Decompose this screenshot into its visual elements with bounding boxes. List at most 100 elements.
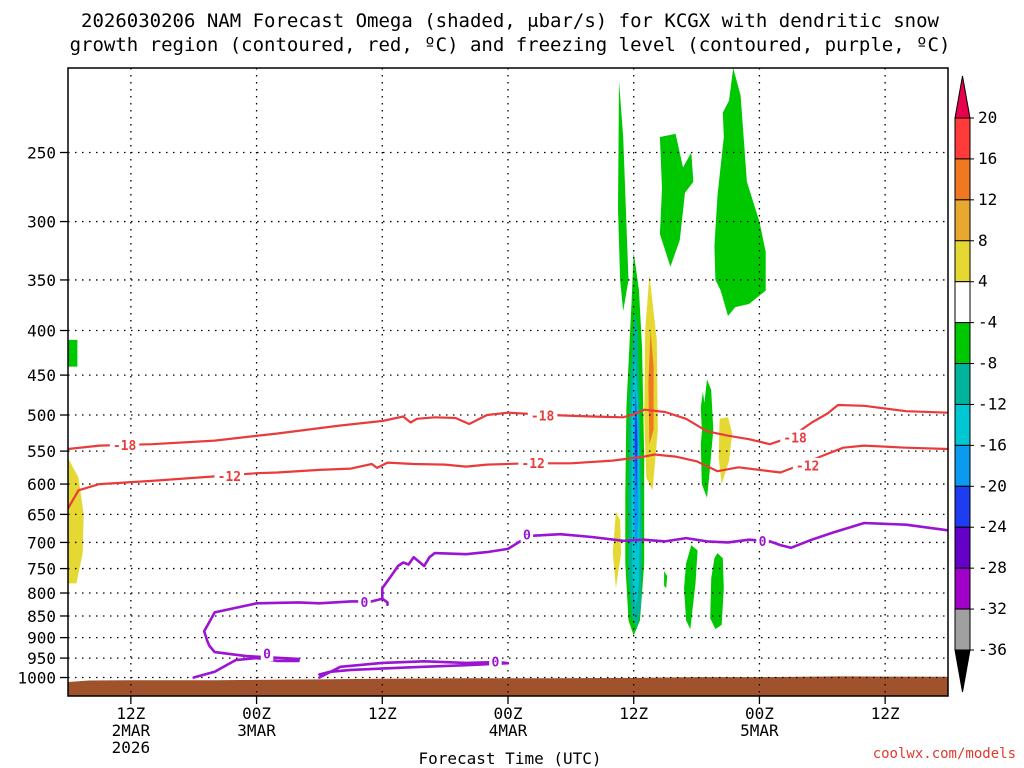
omega-shade-region-15 — [718, 417, 733, 485]
plot-frame — [67, 67, 949, 697]
contour-label-red-12c: -12 — [796, 459, 819, 474]
omega-shade-region-9 — [68, 457, 84, 584]
colorbar-label-0: 20 — [978, 108, 997, 127]
y-tick-label-750: 750 — [27, 560, 56, 579]
contour-red-minus12 — [68, 444, 948, 510]
contour-label-purple-0e: 0 — [759, 535, 767, 550]
x-tick-label-12-2: 2026 — [112, 738, 151, 757]
contour-label-purple-0d-bg — [489, 654, 502, 670]
contour-label-red-18c-bg — [780, 429, 810, 445]
contour-label-purple-0c: 0 — [263, 648, 271, 663]
chart-title-line1: 2026030206 NAM Forecast Omega (shaded, μ… — [81, 10, 939, 32]
y-tick-label-550: 550 — [27, 442, 56, 461]
gridlines — [68, 68, 948, 696]
omega-shade-region-8 — [612, 511, 622, 589]
colorbar-label-12: -32 — [978, 599, 1007, 618]
x-tick-label-84-0: 12Z — [871, 704, 900, 723]
colorbar-label-7: -12 — [978, 394, 1007, 413]
colorbar-cell-4 — [954, 281, 971, 324]
chart-title-line2: growth region (contoured, red, ºC) and f… — [70, 34, 951, 56]
colorbar-cell-11 — [954, 567, 971, 610]
colorbar-label-6: -8 — [978, 354, 997, 373]
y-tick-label-900: 900 — [27, 629, 56, 648]
contour-label-red-18b: -18 — [531, 409, 555, 424]
omega-shade-region-11 — [659, 133, 694, 267]
colorbar-label-2: 12 — [978, 190, 997, 209]
contour-label-red-12a-bg — [214, 468, 245, 484]
colorbar-cell-3 — [954, 240, 971, 283]
contour-label-purple-0a-bg — [520, 526, 534, 542]
y-tick-label-450: 450 — [27, 366, 56, 385]
contour-purple-0-upper — [380, 521, 948, 600]
omega-shade-region-17 — [710, 553, 724, 630]
omega-shade-region-7 — [648, 330, 654, 445]
y-tick-label-850: 850 — [27, 607, 56, 626]
omega-shade-region-10 — [68, 339, 78, 367]
colorbar-cell-1 — [954, 158, 971, 201]
x-tick-label-24-1: 3MAR — [237, 721, 276, 740]
y-tick-label-700: 700 — [27, 533, 56, 552]
contour-label-red-12b-bg — [518, 455, 548, 471]
contour-label-red-12a: -12 — [218, 470, 241, 485]
omega-shading — [68, 68, 766, 636]
x-tick-label-72-1: 5MAR — [740, 721, 779, 740]
contour-label-purple-0d: 0 — [492, 656, 500, 671]
omega-shade-region-0 — [618, 81, 629, 312]
credit-text: coolwx.com/models — [873, 746, 1016, 762]
y-tick-label-250: 250 — [27, 144, 56, 163]
colorbar: 20 16 12 8 4 -4 -8 -12 -16 -20 -24 -28 -32 -36 — [954, 75, 1007, 693]
y-tick-label-600: 600 — [27, 475, 56, 494]
colorbar-cell-6 — [954, 363, 971, 405]
y-tick-label-1000: 1000 — [17, 669, 56, 688]
terrain-layer — [68, 676, 948, 696]
x-tick-label-48-1: 4MAR — [489, 721, 528, 740]
contour-label-purple-0e-bg — [756, 533, 769, 549]
omega-shade-region-14 — [700, 391, 705, 430]
y-tick-label-300: 300 — [27, 213, 56, 232]
contour-label-red-18a-bg — [109, 437, 140, 453]
colorbar-cell-12 — [954, 608, 971, 651]
contour-purple-0-low — [318, 659, 510, 679]
colorbar-label-8: -16 — [978, 435, 1007, 454]
colorbar-label-11: -28 — [978, 558, 1007, 577]
x-tick-label-36-0: 12Z — [368, 704, 397, 723]
y-tick-label-350: 350 — [27, 271, 56, 290]
x-axis-label: Forecast Time (UTC) — [418, 749, 601, 768]
colorbar-cell-8 — [954, 444, 971, 487]
contour-label-purple-0c-bg — [260, 646, 274, 662]
contour-label-red-12c-bg — [792, 457, 823, 473]
colorbar-cell-0 — [954, 117, 971, 160]
colorbar-top-arrow — [954, 75, 971, 119]
colorbar-label-4: 4 — [978, 272, 988, 291]
terrain-ground — [68, 676, 948, 696]
contour-label-red-18b-bg — [527, 407, 558, 423]
contour-label-red-18c: -18 — [783, 431, 807, 446]
omega-shade-region-16 — [684, 545, 698, 630]
colorbar-label-10: -24 — [978, 517, 1007, 536]
y-tick-label-650: 650 — [27, 505, 56, 524]
y-tick-label-800: 800 — [27, 584, 56, 603]
omega-shade-region-18 — [664, 571, 668, 589]
y-tick-label-950: 950 — [27, 649, 56, 668]
contour-label-purple-0b: 0 — [361, 596, 369, 611]
contour-label-red-12b: -12 — [521, 457, 544, 472]
colorbar-label-13: -36 — [978, 640, 1007, 659]
colorbar-label-1: 16 — [978, 149, 997, 168]
y-axis-ticks: 250 300 350 400 450 500 550 600 650 700 750 800 850 9… — [17, 144, 68, 688]
contour-lines: -18 -18 -18 -12 -12 -12 0 0 0 0 0 — [68, 403, 948, 679]
x-tick-label-12-0: 12Z — [116, 704, 145, 723]
contour-label-red-18a: -18 — [113, 439, 137, 454]
omega-shade-region-12 — [714, 68, 766, 316]
x-tick-label-48-0: 00Z — [494, 704, 523, 723]
y-tick-label-500: 500 — [27, 406, 56, 425]
colorbar-bottom-arrow — [954, 649, 971, 693]
y-tick-label-400: 400 — [27, 322, 56, 341]
contour-red-minus18 — [68, 403, 948, 451]
colorbar-label-3: 8 — [978, 231, 988, 250]
x-tick-label-12-1: 2MAR — [112, 721, 151, 740]
colorbar-cell-9 — [954, 485, 971, 528]
contour-label-purple-0b-bg — [358, 594, 371, 610]
omega-shade-region-5 — [634, 391, 638, 497]
